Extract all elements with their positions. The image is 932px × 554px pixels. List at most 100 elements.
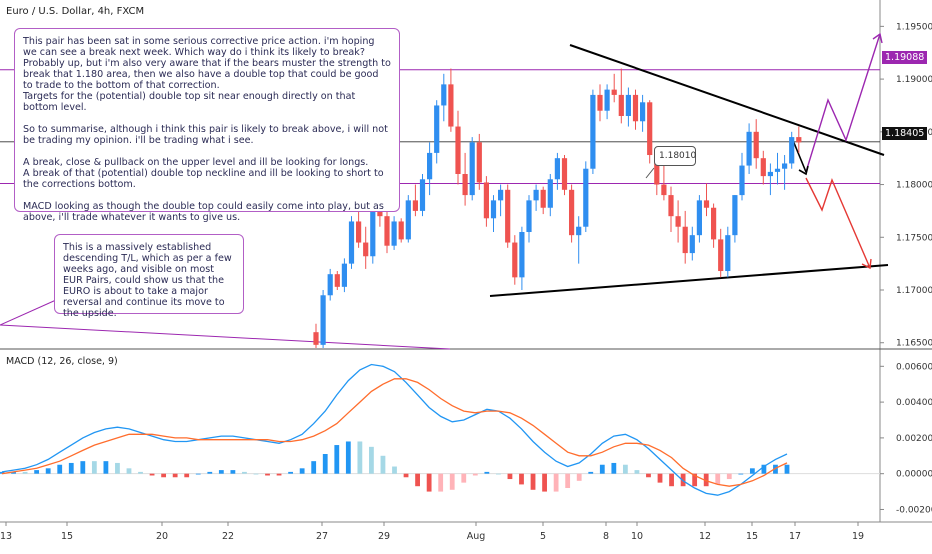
macd-histogram-bar [715, 473, 721, 485]
candle-body [370, 210, 376, 257]
macd-histogram-bar [726, 473, 732, 480]
candle-body [725, 235, 731, 272]
candle-body [512, 242, 518, 278]
macd-histogram-bar [530, 473, 536, 490]
candle-body [682, 226, 688, 254]
macd-histogram-bar [161, 473, 167, 478]
candle-body [696, 200, 702, 236]
macd-histogram-bar [80, 461, 86, 474]
macd-histogram-bar [265, 473, 270, 476]
price-tick-label: 1.19500 [896, 22, 932, 32]
macd-histogram-bar [57, 464, 63, 474]
macd-histogram-bar [115, 462, 120, 474]
macd-histogram-bar [34, 470, 40, 474]
bullish-projection-path [805, 33, 881, 173]
macd-histogram-bar [357, 441, 363, 474]
candle-body [313, 332, 319, 345]
macd-histogram-bar [669, 473, 674, 487]
macd-histogram-bar [553, 473, 559, 492]
candle-body [668, 195, 674, 217]
macd-line [1, 363, 788, 496]
macd-histogram-bar [45, 468, 51, 474]
macd-histogram-bar [588, 471, 594, 474]
candle-body [334, 274, 340, 287]
analysis-note[interactable]: This pair has been sat in some serious c… [14, 28, 400, 223]
candle-body [540, 189, 546, 208]
candle-body [703, 200, 710, 208]
pullback-arrowhead [798, 165, 809, 176]
macd-histogram-bar [565, 473, 571, 488]
long-term-trendline [0, 324, 451, 350]
macd-histogram-bar [68, 462, 74, 474]
bearish-projection-arrowhead [861, 258, 872, 270]
macd-histogram-bar [345, 441, 351, 474]
macd-histogram-bar [91, 461, 97, 474]
candle-body [576, 226, 582, 236]
candle-body [320, 295, 326, 345]
macd-histogram-bar [172, 473, 178, 478]
trendline-note[interactable]: This is a massively established descendi… [54, 234, 244, 319]
macd-histogram-bar [242, 471, 247, 474]
bullish-projection-arrowhead [872, 32, 883, 44]
level-label-note[interactable]: 1.18010 [654, 146, 696, 166]
macd-histogram-bar [461, 473, 467, 483]
macd-histogram-bar [0, 471, 5, 474]
trendline-note-pointer [0, 299, 57, 326]
macd-tick-label: 0.00000 [896, 470, 932, 480]
macd-histogram-bar [138, 471, 143, 474]
candle-body [526, 200, 532, 232]
candle-body [519, 232, 525, 278]
candle-body [640, 102, 646, 122]
time-tick-label: 17 [789, 531, 801, 542]
macd-histogram-bar [484, 471, 490, 474]
candle-body [363, 242, 369, 257]
macd-histogram-bar [334, 445, 340, 474]
pullback-arrow [791, 137, 807, 173]
candle-body [590, 94, 596, 169]
candle-body [434, 105, 440, 153]
macd-histogram-bar [622, 464, 628, 474]
candle-body [767, 171, 773, 177]
macd-title: MACD (12, 26, close, 9) [6, 356, 118, 367]
price-tick-label: 1.16500 [896, 339, 932, 349]
macd-histogram-bar [276, 473, 282, 476]
candle-body [448, 84, 454, 127]
price-tag-current: 1.18405 [882, 127, 928, 140]
ascending-trendline [489, 264, 889, 297]
price-tick-label: 1.17500 [896, 233, 932, 243]
candle-body [377, 210, 383, 217]
candle-body [561, 158, 568, 190]
macd-histogram-bar [507, 473, 513, 480]
price-tick-label: 1.18000 [896, 181, 932, 191]
candle-body [384, 216, 390, 246]
macd-histogram-bar [542, 473, 547, 492]
time-tick-label: 8 [603, 531, 609, 542]
candle-body [419, 179, 426, 211]
candle-body [498, 189, 504, 201]
candle-body [618, 94, 624, 116]
macd-histogram-bar [288, 471, 294, 474]
candle-body [455, 126, 461, 174]
candle-body [647, 102, 653, 156]
macd-histogram-bar [103, 461, 109, 474]
descending-trendline [569, 44, 885, 156]
macd-histogram-bar [646, 473, 651, 478]
macd-histogram-bar [773, 464, 778, 474]
macd-histogram-bar [311, 461, 317, 474]
macd-histogram-bar [392, 466, 397, 474]
candle-body [718, 239, 724, 272]
candle-body [327, 274, 333, 296]
macd-histogram-bar [253, 473, 259, 475]
candle-body [547, 179, 553, 208]
candle-body [782, 163, 788, 169]
time-tick-label: 13 [0, 531, 12, 542]
macd-histogram-bar [380, 455, 386, 474]
candle-body [774, 168, 781, 172]
candle-body [611, 89, 617, 95]
candle-body [441, 84, 447, 106]
candle-body [789, 137, 795, 164]
candle-body [732, 195, 738, 236]
macd-histogram-bar [657, 473, 663, 483]
macd-histogram-bar [761, 464, 767, 474]
macd-histogram-bar [299, 468, 305, 474]
